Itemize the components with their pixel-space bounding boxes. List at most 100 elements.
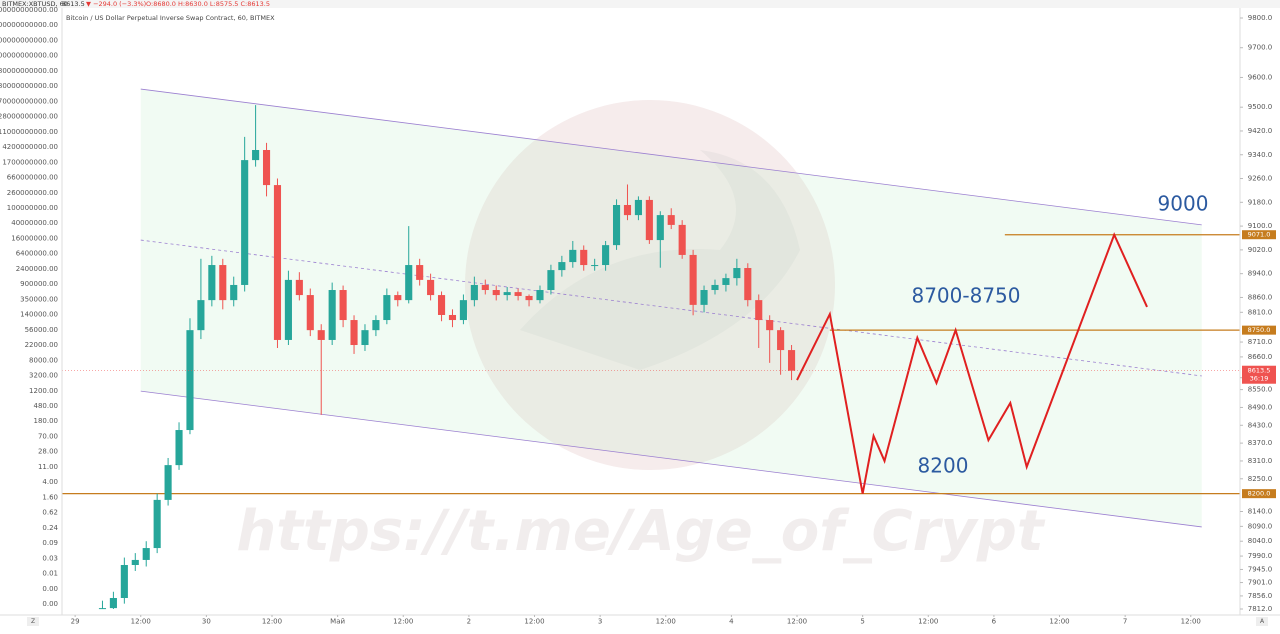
- candle-body: [503, 292, 511, 296]
- candle-body: [733, 268, 741, 279]
- candle-body: [284, 279, 292, 340]
- y-tick-label: 8860.0: [1248, 293, 1273, 301]
- candle-body: [678, 224, 686, 255]
- left-axis-label: 1700000000.00: [2, 158, 58, 166]
- level-tag: [1242, 230, 1276, 240]
- candle-body: [580, 249, 588, 266]
- left-axis-label: 4.00: [42, 478, 58, 486]
- last-price-timer: 36:19: [1250, 375, 1269, 383]
- candle-body: [525, 295, 533, 301]
- left-axis-label: 80000000000000.00: [0, 21, 58, 29]
- candle-body: [514, 292, 522, 296]
- left-axis-label: 22000.00: [25, 341, 58, 349]
- candle-body: [361, 330, 369, 346]
- last: 8613.5: [62, 0, 85, 8]
- left-axis-label: 3200.00: [29, 372, 58, 380]
- candle-body: [744, 268, 752, 301]
- button-label[interactable]: Z: [31, 618, 35, 625]
- candle-body: [383, 295, 391, 321]
- candle-body: [437, 295, 446, 315]
- candle-body: [142, 548, 150, 560]
- y-tick-label: 8810.0: [1248, 308, 1273, 316]
- candle-body: [339, 290, 347, 321]
- candle-body: [667, 215, 675, 225]
- y-tick-label: 9260.0: [1248, 175, 1273, 183]
- button[interactable]: [27, 617, 39, 626]
- y-tick-label: 9100.0: [1248, 222, 1273, 230]
- button[interactable]: [1256, 617, 1268, 626]
- left-axis-label: 56000.00: [25, 326, 58, 334]
- candle-body: [656, 215, 664, 241]
- candle-body: [602, 245, 610, 266]
- left-axis-label: 0.09: [42, 539, 58, 547]
- left-axis-label: 40000000.00: [11, 219, 58, 227]
- y-tick-label: 8940.0: [1248, 270, 1273, 278]
- candle-body: [766, 320, 774, 331]
- x-tick-label: 12:00: [524, 618, 544, 626]
- left-axis-label: 70.00: [38, 432, 58, 440]
- candle-body: [109, 598, 117, 609]
- left-axis-label: 900000.00: [20, 280, 58, 288]
- candle-body: [219, 265, 227, 301]
- left-axis-label: 180000000000.00: [0, 82, 58, 90]
- y-tick-label: 9800.0: [1248, 14, 1273, 22]
- y-tick-label: 8430.0: [1248, 421, 1273, 429]
- left-axis-label: 11.00: [38, 463, 58, 471]
- y-tick-label: 8250.0: [1248, 475, 1273, 483]
- x-tick-label: 6: [992, 618, 997, 626]
- candle-body: [98, 608, 107, 610]
- left-axis-label: 1.60: [42, 493, 58, 501]
- x-tick-label: 3: [598, 618, 602, 626]
- left-axis-label: 28.00: [38, 448, 58, 456]
- level-tag-label: 8200.0: [1248, 490, 1271, 498]
- candle-body: [153, 499, 161, 549]
- candle-body: [175, 430, 183, 466]
- candle-body: [164, 465, 172, 500]
- last-price-tag: [1242, 365, 1276, 384]
- y-tick-label: 8710.0: [1248, 338, 1273, 346]
- forecast-path: [796, 232, 1148, 494]
- left-axis-label: 0.00: [42, 585, 58, 593]
- x-tick-label: 2: [467, 618, 471, 626]
- header-bar: [0, 0, 1280, 8]
- annotation: 9000: [1158, 192, 1209, 216]
- button-label[interactable]: A: [1260, 618, 1265, 625]
- candle-body: [569, 249, 577, 263]
- left-axis-label: 2400000.00: [16, 265, 58, 273]
- left-axis-label: 4200000000.00: [2, 143, 58, 151]
- x-tick-label: 12:00: [787, 618, 807, 626]
- candle-body: [700, 290, 708, 305]
- y-tick-label: 7812.0: [1248, 605, 1273, 613]
- left-axis-label: 140000.00: [20, 311, 58, 319]
- y-tick-label: 8140.0: [1248, 507, 1273, 515]
- candle-body: [492, 290, 500, 296]
- left-axis-label: 0.00: [42, 600, 58, 608]
- level-tag: [1242, 325, 1276, 335]
- candle-body: [634, 199, 642, 216]
- candle-body: [328, 290, 336, 340]
- x-tick-label: 12:00: [918, 618, 938, 626]
- left-axis-label: 1200000000000.00: [0, 52, 58, 60]
- candle-body: [186, 330, 194, 431]
- left-axis-label: 16000000.00: [11, 234, 58, 242]
- y-tick-label: 8550.0: [1248, 386, 1273, 394]
- y-tick-label: 8310.0: [1248, 457, 1273, 465]
- level-tag-label: 9071.0: [1248, 231, 1271, 239]
- y-tick-label: 7945.0: [1248, 565, 1273, 573]
- left-axis-label: 70000000000.00: [0, 97, 58, 105]
- candle-body: [230, 284, 238, 301]
- left-axis-label: 100000000.00: [7, 204, 58, 212]
- y-tick-label: 8490.0: [1248, 403, 1273, 411]
- candle-body: [262, 149, 271, 186]
- candle-body: [536, 290, 544, 301]
- x-tick-label: 12:00: [393, 618, 413, 626]
- left-axis-label: 1200.00: [29, 387, 58, 395]
- candle-body: [405, 265, 413, 301]
- x-tick-label: 12:00: [1181, 618, 1201, 626]
- ohlc: O:8680.0 H:8630.0 L:8575.5 C:8613.5: [146, 0, 270, 8]
- candle-body: [623, 204, 632, 216]
- candle-body: [131, 559, 139, 566]
- candle-body: [470, 284, 478, 301]
- left-axis-label: 0.62: [42, 509, 58, 517]
- y-tick-label: 7901.0: [1248, 579, 1273, 587]
